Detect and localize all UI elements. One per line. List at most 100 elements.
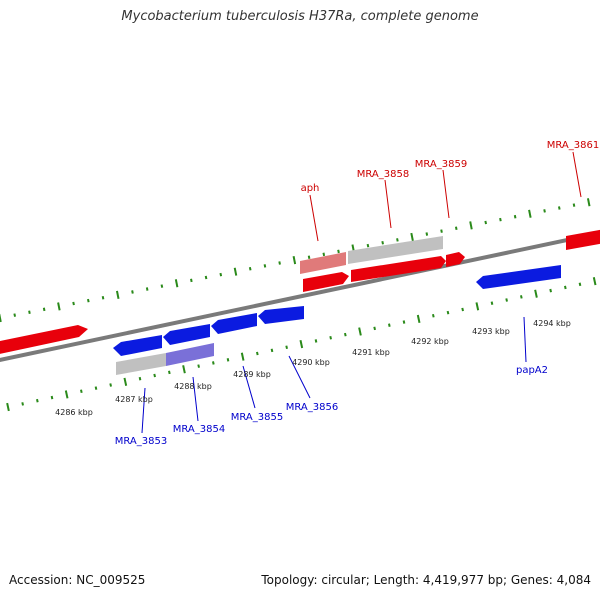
minor-tick bbox=[520, 295, 523, 299]
accession-label: Accession: NC_009525 bbox=[9, 573, 146, 587]
minor-tick bbox=[212, 361, 215, 365]
minor-tick bbox=[425, 232, 429, 236]
leader-mra3861 bbox=[572, 151, 582, 198]
minor-tick bbox=[337, 249, 340, 254]
gene-rev-mra3853[interactable] bbox=[113, 335, 162, 356]
minor-tick bbox=[499, 217, 502, 222]
label-mra3856[interactable]: MRA_3856 bbox=[286, 402, 338, 413]
label-mra3854[interactable]: MRA_3854 bbox=[173, 424, 225, 435]
gene-rev-d[interactable] bbox=[258, 306, 304, 324]
minor-tick bbox=[256, 351, 259, 356]
scale-label: 4287 kbp bbox=[115, 395, 153, 404]
major-tick bbox=[6, 402, 10, 412]
minor-tick bbox=[80, 389, 83, 394]
leader-mra3854 bbox=[192, 376, 199, 422]
gene-gray-upper[interactable] bbox=[348, 236, 443, 264]
scale-label: 4294 kbp bbox=[533, 319, 571, 328]
minor-tick bbox=[197, 364, 200, 368]
major-tick bbox=[416, 314, 421, 324]
label-mra3861[interactable]: MRA_3861 bbox=[547, 140, 599, 151]
scale-label: 4293 kbp bbox=[472, 327, 510, 336]
leader-aph bbox=[309, 194, 319, 242]
label-mra3859[interactable]: MRA_3859 bbox=[415, 159, 467, 170]
minor-tick bbox=[432, 313, 435, 318]
minor-tick bbox=[446, 310, 450, 315]
gene-fwd-mra3858[interactable] bbox=[351, 256, 446, 282]
major-tick bbox=[534, 289, 538, 298]
minor-tick bbox=[263, 264, 267, 268]
minor-tick bbox=[270, 348, 274, 353]
major-tick bbox=[115, 290, 120, 299]
minor-tick bbox=[440, 229, 443, 233]
minor-tick bbox=[388, 323, 391, 327]
scale-label: 4291 kbp bbox=[352, 348, 390, 357]
label-mra3853[interactable]: MRA_3853 bbox=[115, 436, 167, 447]
minor-tick bbox=[549, 288, 552, 293]
minor-tick bbox=[461, 307, 464, 312]
gene-rev-b[interactable] bbox=[163, 324, 210, 345]
minor-tick bbox=[572, 203, 576, 207]
gene-gray-lower[interactable] bbox=[116, 353, 166, 375]
minor-tick bbox=[204, 275, 208, 280]
minor-tick bbox=[226, 358, 230, 362]
gene-fwd-aph[interactable] bbox=[303, 272, 349, 292]
gene-rev-papa2[interactable] bbox=[476, 265, 561, 289]
gene-fwd-mra3859[interactable] bbox=[446, 252, 465, 267]
major-tick bbox=[586, 198, 591, 207]
minor-tick bbox=[13, 313, 17, 317]
label-aph[interactable]: aph bbox=[301, 183, 320, 194]
label-mra3858[interactable]: MRA_3858 bbox=[357, 169, 409, 180]
tick-row-top bbox=[0, 198, 591, 323]
minor-tick bbox=[36, 398, 39, 403]
minor-tick bbox=[219, 272, 223, 277]
minor-tick bbox=[564, 285, 567, 290]
major-tick bbox=[475, 302, 480, 311]
major-tick bbox=[469, 221, 473, 230]
minor-tick bbox=[28, 310, 31, 314]
minor-tick bbox=[513, 214, 517, 219]
minor-tick bbox=[153, 373, 156, 378]
gene-purple-lower[interactable] bbox=[166, 343, 214, 366]
major-tick bbox=[299, 339, 304, 349]
minor-tick bbox=[373, 326, 376, 331]
minor-tick bbox=[322, 252, 326, 257]
gene-rev-c[interactable] bbox=[211, 313, 257, 334]
minor-tick bbox=[484, 220, 487, 225]
minor-tick bbox=[454, 226, 458, 231]
minor-tick bbox=[381, 240, 384, 245]
label-mra3855[interactable]: MRA_3855 bbox=[231, 412, 283, 423]
major-tick bbox=[123, 377, 128, 386]
scale-label: 4289 kbp bbox=[233, 370, 271, 379]
minor-tick bbox=[160, 284, 164, 288]
gene-fwd-mra3861[interactable] bbox=[566, 229, 600, 250]
leader-mra3856 bbox=[288, 355, 311, 399]
major-tick bbox=[233, 267, 238, 276]
genome-backbone bbox=[0, 231, 600, 362]
scale-label: 4286 kbp bbox=[55, 408, 93, 417]
label-papa2[interactable]: papA2 bbox=[516, 365, 548, 376]
minor-tick bbox=[543, 209, 546, 213]
minor-tick bbox=[248, 267, 252, 271]
minor-tick bbox=[138, 376, 142, 381]
minor-tick bbox=[21, 402, 24, 406]
minor-tick bbox=[557, 206, 561, 210]
leader-mra3859 bbox=[442, 169, 450, 219]
major-tick bbox=[240, 352, 245, 361]
map-title: Mycobacterium tuberculosis H37Ra, comple… bbox=[121, 9, 479, 24]
major-tick bbox=[410, 232, 414, 242]
gene-pink-aph[interactable] bbox=[300, 252, 346, 274]
gene-fwd-left[interactable] bbox=[0, 325, 88, 355]
minor-tick bbox=[87, 298, 90, 303]
leader-mra3853 bbox=[141, 387, 146, 434]
major-tick bbox=[182, 365, 186, 374]
minor-tick bbox=[72, 301, 75, 306]
major-tick bbox=[57, 302, 61, 311]
minor-tick bbox=[145, 287, 149, 291]
minor-tick bbox=[314, 339, 318, 343]
genome-summary: Topology: circular; Length: 4,419,977 bp… bbox=[261, 573, 591, 587]
minor-tick bbox=[505, 298, 508, 302]
minor-tick bbox=[396, 238, 399, 242]
scale-label: 4288 kbp bbox=[174, 382, 212, 391]
major-tick bbox=[174, 279, 179, 288]
